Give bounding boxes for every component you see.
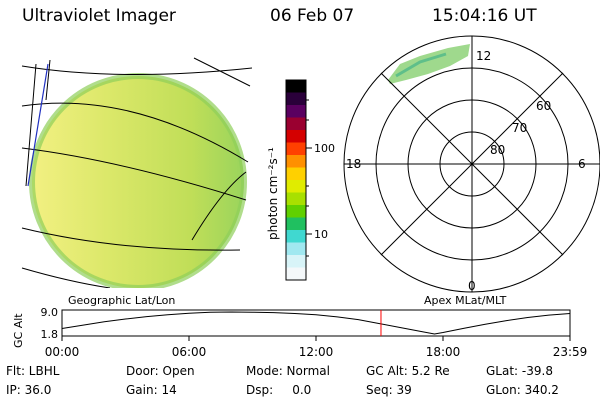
colorbar: 100 10 photon cm⁻²s⁻¹	[266, 79, 335, 281]
info-gc-alt: GC Alt: 5.2 Re	[366, 364, 450, 378]
polar-plot: 12 18 6 0 60 70 80	[343, 35, 600, 293]
colorbar-band	[286, 167, 306, 181]
lat-70: 70	[512, 121, 527, 135]
info-seq: Seq: 39	[366, 383, 412, 397]
y-tick-label: 9.0	[41, 306, 59, 319]
colorbar-band	[286, 92, 306, 106]
info-door: Door: Open	[126, 364, 195, 378]
colorbar-band	[286, 242, 306, 256]
colorbar-tick-10: 10	[314, 228, 328, 241]
colorbar-band	[286, 155, 306, 168]
geographic-image	[21, 57, 252, 288]
colorbar-band	[286, 180, 306, 193]
mlt-0: 0	[468, 279, 476, 293]
lat-80: 80	[490, 143, 505, 157]
earth-disk	[32, 76, 244, 288]
y-tick-label: 1.8	[41, 328, 59, 341]
colorbar-band	[286, 205, 306, 218]
info-mode: Mode: Normal	[246, 364, 330, 378]
time-label: 15:04:16 UT	[432, 6, 537, 26]
x-tick-label: 06:00	[172, 345, 207, 359]
colorbar-band	[286, 80, 306, 93]
colorbar-band	[286, 117, 306, 131]
x-tick-label: 18:00	[426, 345, 461, 359]
colorbar-label: photon cm⁻²s⁻¹	[266, 147, 280, 240]
disk-limb	[29, 73, 247, 288]
info-glat: GLat: -39.8	[486, 364, 553, 378]
x-tick-label: 00:00	[45, 345, 80, 359]
info-gain: Gain: 14	[126, 383, 177, 397]
info-glon: GLon: 340.2	[486, 383, 559, 397]
altitude-chart: 00:00 06:00 12:00 18:00 23:59 9.0 1.8 GC Alt	[12, 306, 587, 359]
info-dsp: Dsp: 0.0	[246, 383, 312, 397]
lat-60: 60	[536, 99, 551, 113]
date-label: 06 Feb 07	[270, 6, 355, 26]
colorbar-tick-100: 100	[314, 142, 335, 155]
colorbar-band	[286, 255, 306, 268]
apex-label: Apex MLat/MLT	[424, 294, 507, 307]
info-ip: IP: 36.0	[6, 383, 52, 397]
colorbar-band	[286, 105, 306, 118]
colorbar-band	[286, 130, 306, 143]
x-tick-label: 12:00	[299, 345, 334, 359]
mlt-12: 12	[476, 49, 491, 63]
altitude-ylabel: GC Alt	[12, 313, 25, 348]
colorbar-band	[286, 217, 306, 231]
aurora-patch	[388, 44, 470, 84]
colorbar-band	[286, 230, 306, 243]
mlt-6: 6	[578, 157, 586, 171]
x-tick-label: 23:59	[553, 345, 588, 359]
colorbar-band	[286, 142, 306, 156]
colorbar-band	[286, 267, 306, 281]
instrument-title: Ultraviolet Imager	[22, 6, 176, 26]
geographic-label: Geographic Lat/Lon	[68, 294, 175, 307]
blue-meridian	[27, 63, 49, 187]
altitude-series-line	[61, 311, 571, 335]
mlt-18: 18	[346, 157, 361, 171]
colorbar-band	[286, 192, 306, 206]
lat-lon-grid	[21, 57, 252, 288]
info-flt: Flt: LBHL	[6, 364, 60, 378]
